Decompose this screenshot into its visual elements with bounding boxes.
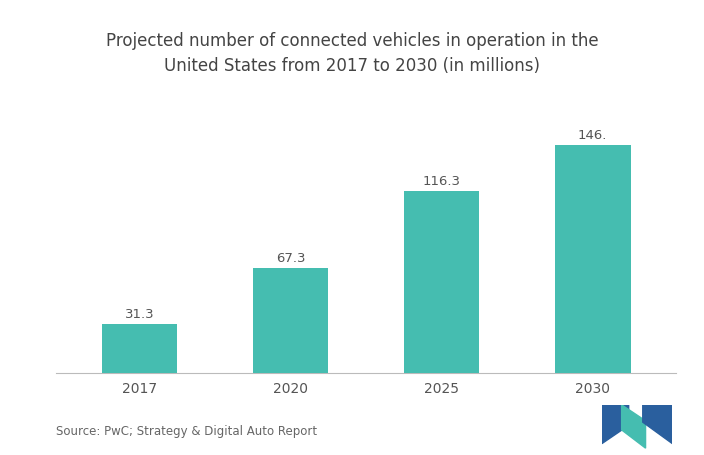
Bar xyxy=(253,268,328,373)
Text: 67.3: 67.3 xyxy=(276,251,306,264)
Bar xyxy=(555,145,631,373)
Text: Source: PwC; Strategy & Digital Auto Report: Source: PwC; Strategy & Digital Auto Rep… xyxy=(56,424,318,437)
Polygon shape xyxy=(643,405,672,444)
Text: Projected number of connected vehicles in operation in the
United States from 20: Projected number of connected vehicles i… xyxy=(106,32,598,75)
Bar xyxy=(101,324,177,373)
Text: 116.3: 116.3 xyxy=(422,175,460,188)
Polygon shape xyxy=(602,405,629,444)
Text: 146.: 146. xyxy=(578,128,608,142)
Text: 31.3: 31.3 xyxy=(125,308,154,320)
Polygon shape xyxy=(622,405,646,448)
Bar xyxy=(404,192,479,373)
